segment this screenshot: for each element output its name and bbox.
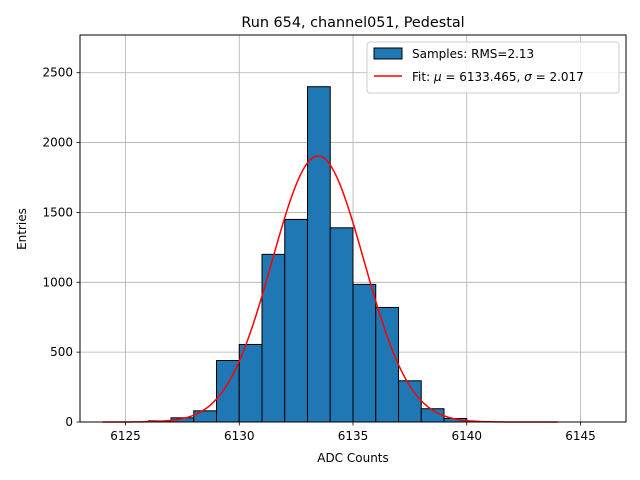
histogram-bar	[329, 227, 354, 423]
y-tick-label: 500	[50, 345, 73, 359]
histogram-bar	[375, 306, 399, 423]
y-axis-label: Entries	[15, 208, 29, 250]
x-tick-label: 6145	[565, 429, 596, 443]
histogram-bar	[284, 218, 308, 423]
y-tick-label: 1500	[42, 205, 73, 219]
x-tick-label: 6130	[224, 429, 255, 443]
legend-label-fit: Fit: μ = 6133.465, σ = 2.017	[412, 70, 584, 84]
histogram-bar	[352, 283, 377, 423]
y-tick-label: 2000	[42, 136, 73, 150]
histogram-bar	[261, 253, 286, 423]
legend: Samples: RMS=2.13 Fit: μ = 6133.465, σ =…	[366, 41, 620, 94]
x-tick-label: 6135	[338, 429, 369, 443]
x-axis-label: ADC Counts	[317, 451, 389, 465]
y-tick-label: 2500	[42, 66, 73, 80]
legend-box	[366, 41, 620, 94]
y-tick-label: 0	[65, 415, 73, 429]
histogram-bar	[238, 343, 263, 423]
x-axis-ticks: 6125 6130 6135 6140 6145	[110, 422, 596, 443]
x-tick-label: 6125	[110, 429, 141, 443]
legend-label-samples: Samples: RMS=2.13	[412, 47, 534, 61]
histogram-bars	[147, 86, 468, 423]
histogram-bar	[307, 86, 331, 423]
histogram-bar	[193, 410, 217, 423]
y-tick-label: 1000	[42, 275, 73, 289]
x-tick-label: 6140	[451, 429, 482, 443]
legend-swatch-samples	[373, 47, 403, 60]
chart-title: Run 654, channel051, Pedestal	[241, 15, 464, 31]
y-axis-ticks: 0 500 1000 1500 2000 2500	[42, 66, 80, 429]
